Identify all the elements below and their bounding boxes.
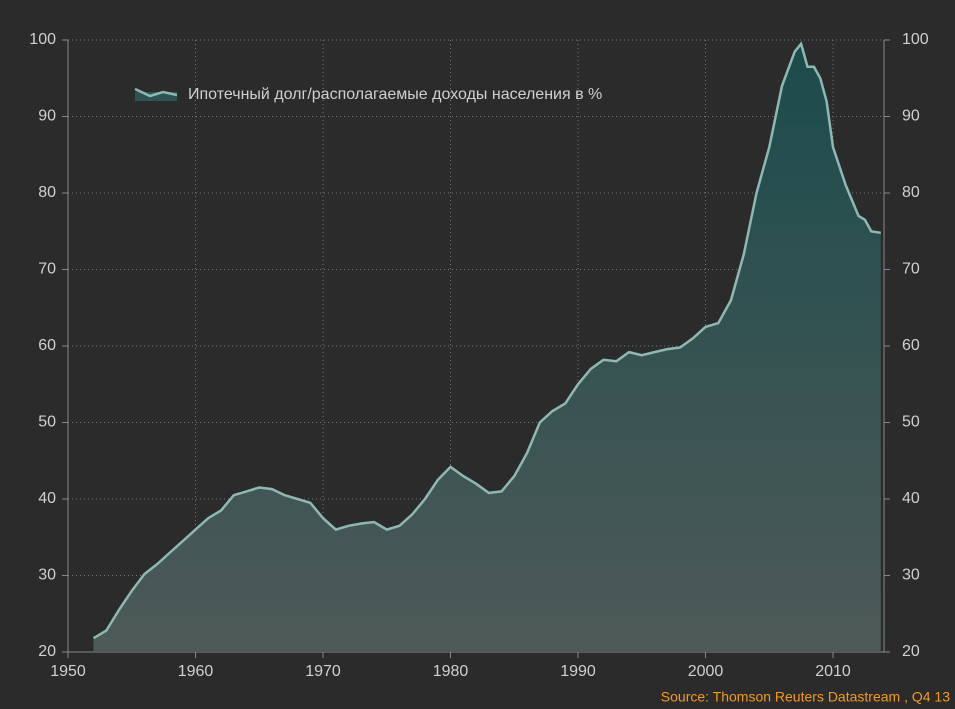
area [93,43,881,653]
y2-tick-label: 100 [902,31,929,48]
y2-tick-label: 80 [902,184,920,201]
x-tick-label: 2000 [688,663,724,680]
y2-tick-label: 70 [902,261,920,278]
y-tick-label: 30 [38,567,56,584]
x-tick-label: 1950 [50,663,86,680]
y-tick-label: 50 [38,414,56,431]
y2-tick-label: 60 [902,337,920,354]
x-tick-label: 1970 [305,663,341,680]
y-tick-label: 20 [38,643,56,660]
y-tick-label: 80 [38,184,56,201]
y2-tick-label: 20 [902,643,920,660]
x-tick-label: 1980 [433,663,469,680]
legend-line [134,87,178,98]
legend-label: Ипотечный долг/располагаемые доходы насе… [188,86,602,103]
y2-tick-label: 40 [902,490,920,507]
y-tick-label: 90 [38,108,56,125]
x-tick-label: 1960 [178,663,214,680]
y-tick-label: 60 [38,337,56,354]
y2-tick-label: 90 [902,108,920,125]
source: Source: Thomson Reuters Datastream , Q4 … [661,689,950,705]
legend-swatch [135,92,177,101]
y2-tick-label: 30 [902,567,920,584]
y-tick-label: 70 [38,261,56,278]
x-tick-label: 2010 [815,663,851,680]
y-tick-label: 100 [29,31,56,48]
line [92,41,881,640]
y-tick-label: 40 [38,490,56,507]
x-tick-label: 1990 [560,663,596,680]
y2-tick-label: 50 [902,414,920,431]
